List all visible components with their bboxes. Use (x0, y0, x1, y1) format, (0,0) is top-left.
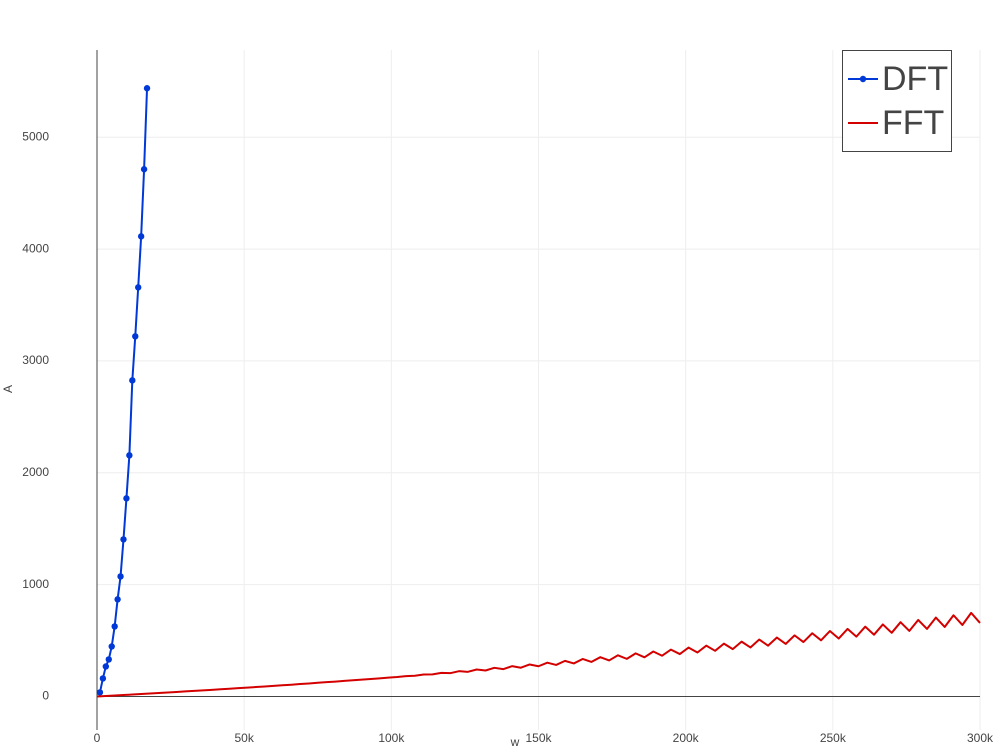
legend-label: FFT (882, 104, 944, 142)
x-tick-label: 150k (525, 731, 552, 745)
data-point (102, 663, 110, 670)
data-point (120, 536, 127, 543)
series-line (96, 611, 981, 698)
legend-label: DFT (882, 60, 948, 98)
data-point (126, 452, 133, 459)
x-tick-label: 0 (94, 731, 101, 745)
legend-box (842, 50, 952, 152)
y-axis-title: A (1, 385, 15, 393)
data-point (140, 166, 148, 173)
data-point (117, 573, 124, 580)
data-point (99, 675, 107, 682)
data-point (114, 596, 121, 603)
y-tick-label: 4000 (22, 241, 49, 255)
data-point (96, 689, 104, 696)
x-tick-label: 250k (820, 731, 847, 745)
data-point (111, 623, 118, 630)
y-tick-label: 2000 (22, 465, 49, 479)
x-tick-label: 50k (234, 731, 254, 745)
data-point (123, 495, 130, 502)
legend: DFT FFT (842, 50, 952, 152)
data-point (135, 284, 142, 291)
x-tick-label: 300k (967, 731, 994, 745)
data-point (143, 85, 151, 92)
data-point (108, 643, 115, 650)
data-point (132, 333, 139, 340)
legend-marker (859, 75, 867, 83)
series-line (98, 88, 149, 693)
y-tick-label: 3000 (22, 353, 49, 367)
y-tick-label: 1000 (22, 577, 49, 591)
data-point (137, 233, 145, 240)
x-tick-label: 200k (673, 731, 700, 745)
y-tick-label: 0 (42, 689, 49, 703)
y-tick-label: 5000 (22, 129, 49, 143)
data-point (105, 656, 112, 663)
x-axis-title: w (510, 735, 520, 749)
data-point (129, 377, 136, 384)
x-tick-label: 100k (378, 731, 405, 745)
